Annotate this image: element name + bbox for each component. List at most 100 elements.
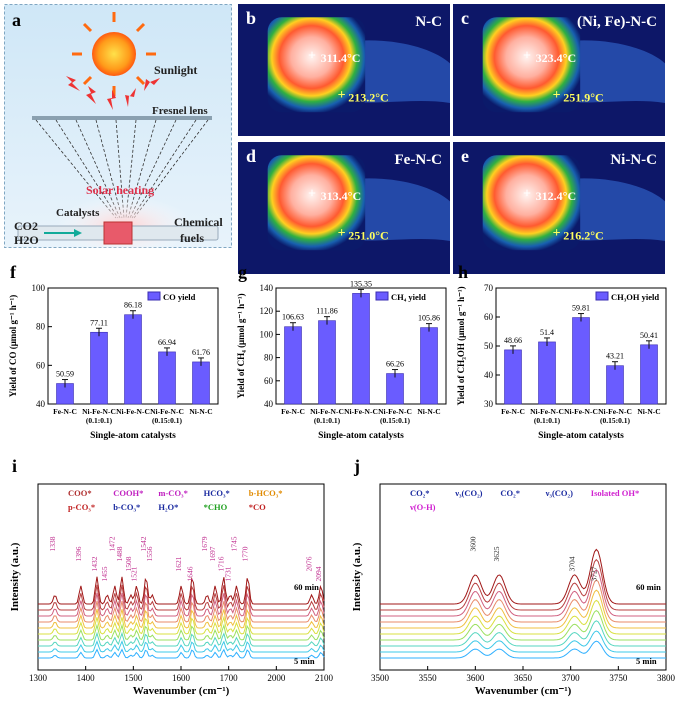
band-label: ν₃(CO₂)	[454, 488, 482, 498]
crosshair-edge-icon: +	[338, 88, 346, 103]
spectrum-line	[38, 584, 325, 611]
x-tick-label: 1500	[124, 673, 143, 683]
x-tick-label: (0.1:0.1)	[86, 416, 113, 425]
peak-label: 1679	[200, 536, 209, 551]
legend-label: CH₃OH yield	[611, 292, 659, 302]
spectrum-line	[38, 592, 325, 617]
spectrum-line	[380, 609, 666, 641]
peak-label: 1508	[124, 556, 133, 571]
peak-label: 1542	[139, 536, 148, 551]
data-label: 105.86	[418, 314, 440, 323]
time-bottom-label: 5 min	[636, 656, 657, 666]
panel-label-d: d	[246, 146, 257, 166]
data-label: 135.35	[350, 279, 372, 288]
sun-rays-icon	[72, 12, 156, 96]
bar	[192, 361, 210, 405]
data-label: 86.18	[124, 301, 142, 310]
data-label: 50.41	[640, 331, 658, 340]
x-tick-label: Ni-N-C	[189, 407, 212, 416]
x-tick-label: 2000	[267, 673, 286, 683]
x-tick-label: Ni-N-C	[417, 407, 440, 416]
legend-swatch	[375, 291, 389, 301]
h2o-label: H2O	[14, 233, 39, 247]
x-tick-label: 1600	[172, 673, 191, 683]
y-axis-label: Yield of CH₃OH (μmol g⁻¹ h⁻¹)	[456, 286, 466, 405]
panel-a: Sunlight Fresnel lens Solar heating Cata…	[4, 4, 232, 256]
x-tick-label: 3600	[466, 673, 485, 683]
spectrum-line	[380, 599, 666, 635]
data-label: 59.81	[572, 304, 590, 313]
sunlight-label: Sunlight	[154, 63, 197, 77]
bar	[504, 349, 522, 405]
x-tick-label: 1400	[77, 673, 96, 683]
panel-label-j: j	[354, 456, 360, 476]
crosshair-edge-icon: +	[338, 226, 346, 241]
x-tick-label: (0.15:0.1)	[600, 416, 630, 425]
spectrum-line	[38, 640, 325, 653]
temp-center: 313.4°C	[321, 189, 361, 203]
y-tick-label: 40	[36, 399, 46, 409]
legend-swatch	[595, 291, 609, 301]
y-tick-label: 40	[484, 370, 494, 380]
peak-label: 1770	[241, 546, 250, 561]
peak-label: 1396	[74, 546, 83, 561]
spectrum-line	[38, 608, 325, 629]
thermal-panel-d: +313.4°C +251.0°C Fe-N-C d	[238, 142, 450, 274]
bar-chart-svg: 304050607048.66Fe-N-C51.4Ni-Fe-N-C(0.1:0…	[456, 283, 667, 441]
y-tick-label: 80	[264, 353, 274, 363]
band-label: *CO	[249, 502, 266, 512]
catalyst-bed	[103, 221, 133, 245]
bar	[420, 327, 438, 405]
data-label: 48.66	[504, 336, 522, 345]
temp-edge: 213.2°C	[348, 91, 388, 105]
time-top-label: 60 min	[294, 582, 319, 592]
legend-swatch	[147, 291, 161, 301]
spectrum-line	[380, 548, 666, 605]
data-label: 50.59	[56, 370, 74, 379]
data-label: 51.4	[540, 328, 554, 337]
x-axis-label: Wavenumber (cm⁻¹)	[133, 685, 230, 697]
peak-label: 1731	[223, 566, 232, 581]
hot-spot	[482, 17, 581, 113]
panel-label-h: h	[458, 262, 469, 282]
temp-center: 323.4°C	[536, 51, 576, 65]
legend-label: CO yield	[163, 292, 196, 302]
x-tick-label: 2100	[315, 673, 334, 683]
x-tick-label: Ni-Fe-N-C	[82, 407, 116, 416]
crosshair-center-icon: +	[308, 186, 316, 201]
y-tick-label: 60	[36, 360, 46, 370]
thermal-title: (Ni, Fe)-N-C	[577, 14, 657, 30]
x-tick-label: 3650	[514, 673, 533, 683]
bar-chart-svg: 40608010050.59Fe-N-C77.11Ni-Fe-N-C(0.1:0…	[8, 283, 219, 441]
data-label: 66.26	[386, 360, 404, 369]
band-label: COOH*	[113, 488, 143, 498]
panel-label-e: e	[461, 146, 469, 166]
panel-label-b: b	[246, 8, 257, 28]
bar	[284, 326, 302, 405]
bar	[640, 344, 658, 405]
band-label: CO₂*	[500, 488, 520, 498]
peak-label: 1646	[185, 566, 194, 581]
temp-center: 311.4°C	[321, 51, 361, 65]
panel-label-i: i	[12, 456, 18, 476]
peak-label: 2094	[314, 566, 323, 581]
peak-label: 1521	[130, 566, 139, 581]
thermal-title: Ni-N-C	[610, 152, 657, 168]
bar-chart-f: 40 60 80 100 50.59 Fe-N-C 77.11 Ni-Fe-N-C (0.1:0…	[4, 262, 226, 448]
y-axis-label: Intensity (a.u.)	[9, 542, 21, 611]
crosshair-center-icon: +	[523, 186, 531, 201]
y-tick-label: 100	[32, 283, 46, 293]
temp-edge: 251.9°C	[563, 91, 603, 105]
data-label: 43.21	[606, 352, 624, 361]
data-label: 61.76	[192, 348, 210, 357]
y-tick-label: 50	[484, 341, 494, 351]
catalysts-label: Catalysts	[56, 207, 100, 219]
x-tick-label: Ni-Fe-N-C	[310, 407, 344, 416]
bar	[90, 331, 108, 405]
bar-chart-h: 30 40 50 60 70 48.66 Fe-N-C 51.4 Ni-Fe-N-C (0.1:0…	[452, 262, 674, 448]
bar-chart-svg: 40 60 80 100 120 140 106.63 Fe-N-C 111.86 Ni-Fe-N…	[236, 279, 447, 441]
spectrum-line	[38, 623, 325, 641]
crosshair-edge-icon: +	[553, 226, 561, 241]
band-label: p-CO₃*	[68, 502, 95, 512]
spectrum-line	[380, 620, 666, 647]
